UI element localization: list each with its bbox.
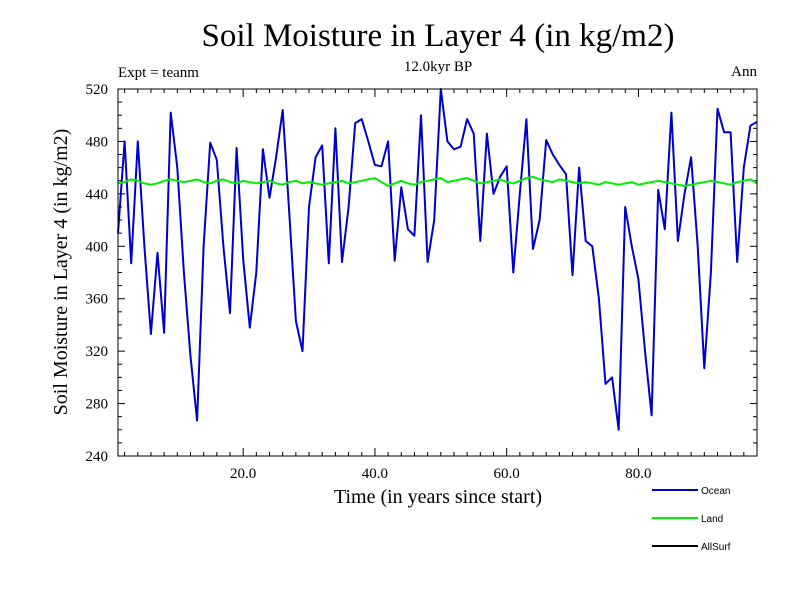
series-layer [117, 88, 758, 431]
y-tick-label: 240 [86, 449, 109, 465]
period-label: Ann [731, 64, 757, 80]
x-tick-label: 20.0 [230, 466, 256, 482]
y-tick-label: 520 [86, 82, 109, 98]
x-tick-label: 40.0 [362, 466, 388, 482]
y-tick-label: 400 [86, 239, 109, 255]
legend-label-allsurf: AllSurf [701, 542, 731, 553]
y-axis-label: Soil Moisture in Layer 4 (in kg/m2) [50, 129, 72, 416]
series-line-land [117, 175, 758, 187]
y-tick-label: 360 [86, 292, 109, 308]
chart-subtitle: 12.0kyr BP [404, 59, 472, 75]
plot-frame [117, 88, 758, 457]
legend-label-land: Land [701, 514, 723, 525]
x-tick-label: 60.0 [494, 466, 520, 482]
y-tick-label: 440 [86, 187, 109, 203]
y-tick-label: 320 [86, 344, 109, 360]
experiment-label: Expt = teanm [118, 65, 199, 81]
x-tick-label: 80.0 [625, 466, 651, 482]
legend-label-ocean: Ocean [701, 486, 730, 497]
y-tick-label: 480 [86, 134, 109, 150]
series-line-ocean [117, 88, 758, 431]
y-tick-label: 280 [86, 397, 109, 413]
legend: Ocean Land AllSurf [652, 486, 731, 553]
chart-title: Soil Moisture in Layer 4 (in kg/m2) [202, 18, 675, 54]
x-axis-label: Time (in years since start) [334, 486, 542, 508]
